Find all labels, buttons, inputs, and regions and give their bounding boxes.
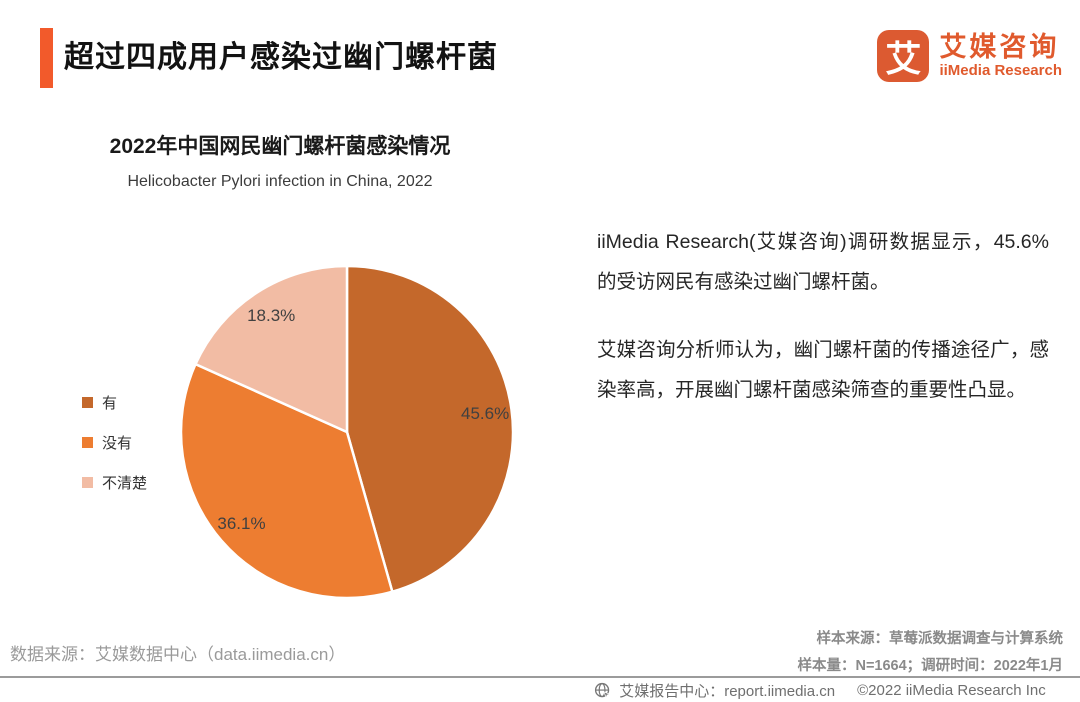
logo-name-en: iiMedia Research	[939, 62, 1062, 79]
insight-paragraph-2: 艾媒咨询分析师认为，幽门螺杆菌的传播途径广，感染率高，开展幽门螺杆菌感染筛查的重…	[597, 339, 1049, 401]
title-accent-bar	[40, 28, 53, 88]
sample-source-line: 样本来源：草莓派数据调查与计算系统	[816, 631, 1064, 647]
legend-label-unclear: 不清楚	[102, 475, 148, 492]
footer-divider	[0, 676, 1080, 678]
footer: 艾媒报告中心：report.iimedia.cn ©2022 iiMedia R…	[560, 679, 1080, 701]
insight-paragraph-1: iiMedia Research(艾媒咨询)调研数据显示，45.6%的受访网民有…	[597, 231, 1049, 293]
footer-report-center: 艾媒报告中心：report.iimedia.cn	[619, 682, 836, 700]
legend-label-no: 没有	[102, 435, 133, 452]
logo-name-cn: 艾媒咨询	[939, 32, 1060, 62]
pie-slice-label-1: 36.1%	[217, 514, 265, 533]
sample-size-line: 样本量：N=1664；调研时间：2022年1月	[797, 658, 1063, 674]
globe-icon	[595, 682, 612, 699]
pie-slice-1	[179, 362, 394, 600]
iimedia-logo: 艾 艾媒咨询 iiMedia Research	[877, 30, 1062, 82]
legend-swatch-no	[82, 437, 93, 448]
chart-title: 2022年中国网民幽门螺杆菌感染情况	[109, 135, 451, 158]
pie-slice-0	[345, 264, 515, 593]
pie-slice-2	[194, 264, 349, 434]
legend-item-unclear: 不清楚	[82, 472, 147, 493]
iimedia-logo-text: 艾媒咨询 iiMedia Research	[939, 32, 1062, 80]
pie-slice-label-2: 18.3%	[247, 306, 295, 325]
iimedia-logo-icon: 艾	[877, 30, 930, 82]
pie-chart: 45.6% 36.1% 18.3%	[179, 264, 515, 600]
pie-legend: 有 没有 不清楚	[82, 392, 147, 512]
page-title: 超过四成用户感染过幽门螺杆菌	[64, 41, 498, 74]
legend-item-no: 没有	[82, 432, 147, 453]
chart-subtitle: Helicobacter Pylori infection in China, …	[127, 173, 433, 190]
data-source-note: 数据来源：艾媒数据中心（data.iimedia.cn）	[10, 645, 346, 664]
legend-item-yes: 有	[82, 392, 147, 413]
legend-label-yes: 有	[102, 395, 118, 412]
legend-swatch-yes	[82, 397, 93, 408]
footer-copyright: ©2022 iiMedia Research Inc	[857, 681, 1046, 699]
insight-text: iiMedia Research(艾媒咨询)调研数据显示，45.6%的受访网民有…	[597, 222, 1049, 410]
pie-slice-label-0: 45.6%	[461, 404, 509, 423]
sample-info-note: 样本来源：草莓派数据调查与计算系统 样本量：N=1664；调研时间：2022年1…	[797, 626, 1063, 680]
legend-swatch-unclear	[82, 477, 93, 488]
chart-heading: 2022年中国网民幽门螺杆菌感染情况 Helicobacter Pylori i…	[60, 130, 500, 191]
